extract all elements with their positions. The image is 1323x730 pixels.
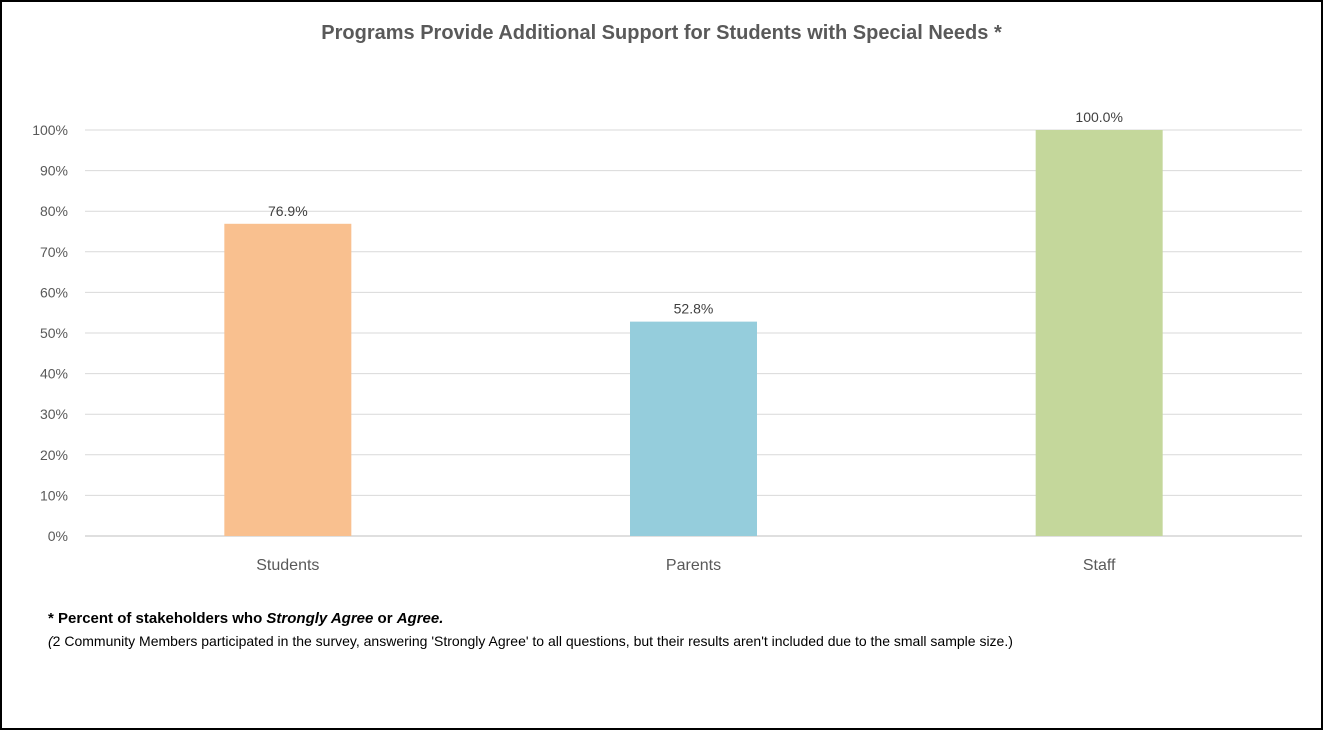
footnote-term-strongly-agree: Strongly Agree: [266, 610, 374, 627]
y-tick-label: 90%: [40, 163, 68, 179]
y-tick-label: 80%: [40, 203, 68, 219]
footnote-connector: or: [373, 610, 397, 627]
footnote-prefix: * Percent of stakeholders who: [48, 610, 267, 627]
chart-plot: 0% 10% 20% 30% 40% 50% 60% 70% 80% 90% 100% 76.9% 5…: [32, 109, 1302, 574]
y-tick-label: 20%: [40, 447, 68, 463]
footnote-note-open: (: [48, 633, 53, 649]
data-label-staff: 100.0%: [1075, 109, 1122, 125]
bar-staff: [1035, 130, 1163, 536]
bars: [224, 130, 1163, 536]
y-tick-label: 30%: [40, 406, 68, 422]
y-tick-label: 40%: [40, 366, 68, 382]
data-labels: 76.9% 52.8% 100.0%: [268, 109, 1123, 317]
x-axis-categories: Students Parents Staff: [256, 557, 1116, 574]
category-label-students: Students: [256, 557, 319, 574]
footnote-term-agree: Agree.: [396, 610, 444, 627]
category-label-parents: Parents: [666, 557, 721, 574]
bar-students: [224, 223, 352, 536]
y-tick-label: 70%: [40, 244, 68, 260]
data-label-students: 76.9%: [268, 203, 308, 219]
y-axis-ticks: 0% 10% 20% 30% 40% 50% 60% 70% 80% 90% 100%: [32, 122, 68, 544]
footnote-note: (2 Community Members participated in the…: [48, 631, 1268, 651]
data-label-parents: 52.8%: [674, 301, 714, 317]
bar-parents: [630, 321, 757, 536]
y-tick-label: 60%: [40, 284, 68, 300]
footnote-definition: * Percent of stakeholders who Strongly A…: [48, 610, 1268, 627]
y-tick-label: 0%: [48, 528, 68, 544]
footnote: * Percent of stakeholders who Strongly A…: [48, 610, 1268, 651]
chart-title: Programs Provide Additional Support for …: [321, 22, 1002, 44]
y-tick-label: 10%: [40, 487, 68, 503]
category-label-staff: Staff: [1083, 557, 1116, 574]
y-tick-label: 100%: [32, 122, 68, 138]
y-tick-label: 50%: [40, 325, 68, 341]
footnote-note-text: 2 Community Members participated in the …: [52, 633, 1013, 649]
